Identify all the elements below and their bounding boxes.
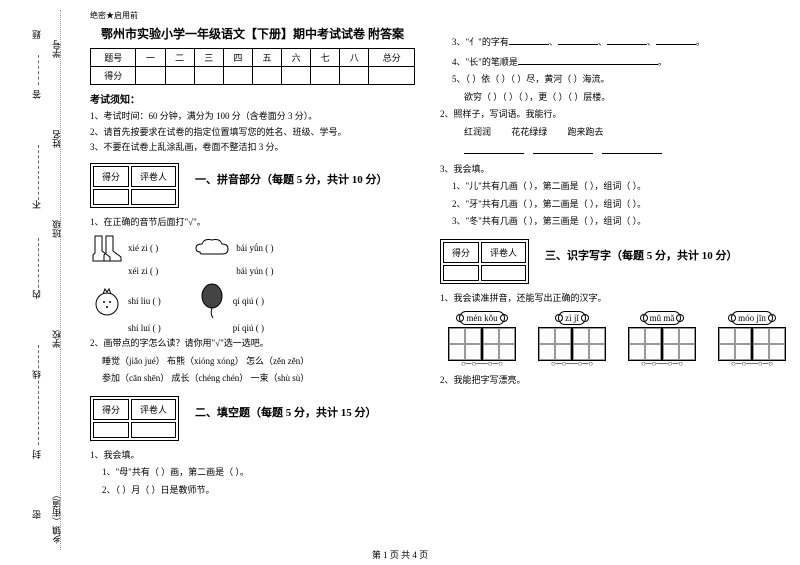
th: 五 (252, 49, 281, 67)
side-dash (38, 238, 39, 298)
blank-row (464, 143, 780, 159)
th: 一 (136, 49, 165, 67)
right-column: 3、"亻"的字有、、、。 4、"长"的笔顺是。 5、（ ）依（ ）（ ）尽，黄河… (440, 10, 780, 501)
char-write-box: móo jīn ○─○──○─○ (718, 311, 786, 368)
balloon-icon (195, 282, 229, 320)
section-2-title: 二、填空题（每题 5 分，共计 15 分） (195, 404, 377, 420)
score-summary-table: 题号 一 二 三 四 五 六 七 八 总分 得分 (90, 48, 415, 85)
side-label-town: 乡镇（街道） (50, 490, 63, 544)
th: 七 (311, 49, 340, 67)
seal-char: 密 (30, 510, 43, 519)
th: 总分 (369, 49, 415, 67)
seal-char: 线 (30, 370, 43, 379)
q-text: 1、我会读准拼音，还能写出正确的汉字。 (440, 292, 780, 306)
side-label-name: 姓名 (50, 130, 63, 148)
th: 四 (223, 49, 252, 67)
section-3-title: 三、识字写字（每题 5 分，共计 10 分） (545, 247, 738, 263)
q2-options: 参加（cān shēn） 成长（chéng chén） 一束（shù sù） (102, 372, 415, 386)
side-dash (38, 55, 39, 85)
char-write-box: mǔ mǎ ○─○──○─○ (628, 311, 696, 368)
notice-title: 考试须知： (90, 91, 415, 106)
fold-line (60, 10, 61, 550)
exam-title: 鄂州市实验小学一年级语文【下册】期中考试试卷 附答案 (90, 25, 415, 42)
notice-item: 1、考试时间：60 分钟，满分为 100 分（含卷面分 3 分）。 (90, 110, 415, 123)
fill-item: 3、"亻"的字有、、、。 (452, 34, 780, 50)
char-write-box: zì jǐ ○─○──○─○ (538, 311, 606, 368)
pinyin-option: bái yún ( ) (236, 266, 273, 276)
section-score-box: 得分评卷人 (440, 239, 529, 284)
q-text: 2、照样子，写词语。我能行。 (440, 108, 780, 122)
secret-label: 绝密★启用前 (90, 10, 415, 21)
example-words: 红润润 花花绿绿 跑来跑去 (464, 126, 780, 140)
fill-item: 2、（ ）月（ ）日是教师节。 (102, 484, 415, 498)
th: 八 (340, 49, 369, 67)
notice-item: 2、请首先按要求在试卷的指定位置填写您的姓名、班级、学号。 (90, 126, 415, 139)
side-dash (38, 145, 39, 205)
pinyin-option: bái yǘn ( ) (236, 243, 273, 253)
left-column: 绝密★启用前 鄂州市实验小学一年级语文【下册】期中考试试卷 附答案 题号 一 二… (90, 10, 415, 501)
fill-item: 3、"冬"共有几画（ ），第三画是（ ），组词（ ）。 (452, 215, 780, 229)
boots-icon (90, 233, 124, 263)
section-1-title: 一、拼音部分（每题 5 分，共计 10 分） (195, 171, 388, 187)
pinyin-option: xié zi ( ) (128, 243, 158, 253)
side-label-id: 学号 (50, 40, 63, 58)
fill-item: 5、（ ）依（ ）（ ）尽，黄河（ ）海流。 (452, 73, 780, 87)
fill-item: 欲穷（ ）（ ）（ ），更（ ）（ ）层楼。 (464, 91, 780, 105)
section-score-box: 得分评卷人 (90, 163, 179, 208)
seal-char: 题 (30, 30, 43, 39)
notice-item: 3、不要在试卷上乱涂乱画，卷面不整洁扣 3 分。 (90, 141, 415, 154)
page-content: 绝密★启用前 鄂州市实验小学一年级语文【下册】期中考试试卷 附答案 题号 一 二… (70, 0, 800, 511)
fill-item: 4、"长"的笔顺是。 (452, 54, 780, 70)
seal-char: 不 (30, 200, 43, 209)
page-footer: 第 1 页 共 4 页 (0, 548, 800, 561)
pinyin-writing-row: mén kǒu ○─○──○─○ zì jǐ ○─○──○─○ mǔ mǎ ○─… (440, 311, 780, 368)
th: 题号 (91, 49, 136, 67)
cloud-icon (192, 236, 232, 260)
pinyin-option: qí qiú ( ) (233, 296, 264, 306)
seal-char: 答 (30, 90, 43, 99)
q2-text: 2、画带点的字怎么读？请你用"√"选一选吧。 (90, 337, 415, 351)
pinyin-option: pí qiú ( ) (233, 323, 264, 333)
fill-item: 1、"儿"共有几画（ ），第二画是（ ），组词（ ）。 (452, 180, 780, 194)
q-text: 3、我会填。 (440, 163, 780, 177)
binding-margin: 学号 姓名 班级 学校 乡镇（街道） 题 答 不 内 线 封 密 (0, 0, 60, 565)
side-label-school: 学校 (50, 330, 63, 348)
th: 二 (165, 49, 194, 67)
side-label-class: 班级 (50, 220, 63, 238)
pinyin-option: shí luí ( ) (128, 323, 161, 333)
pomegranate-icon (90, 284, 124, 318)
section-score-box: 得分评卷人 (90, 396, 179, 441)
q-text: 1、我会填。 (90, 449, 415, 463)
th: 六 (282, 49, 311, 67)
fill-item: 2、"牙"共有几画（ ），第二画是（ ），组词（ ）。 (452, 198, 780, 212)
fill-item: 1、"母"共有（ ）画，第二画是（ ）。 (102, 466, 415, 480)
q2-options: 睡觉（jiǎo jué） 布熊（xióng xóng） 怎么（zěn zěn） (102, 355, 415, 369)
seal-char: 内 (30, 290, 43, 299)
char-write-box: mén kǒu ○─○──○─○ (448, 311, 516, 368)
side-dash (38, 345, 39, 445)
row-label: 得分 (91, 67, 136, 85)
q1-text: 1、在正确的音节后面打"√"。 (90, 216, 415, 230)
th: 三 (194, 49, 223, 67)
q-text: 2、我能把字写漂亮。 (440, 374, 780, 388)
pinyin-option: shí liu ( ) (128, 296, 161, 306)
pinyin-option: xéi zi ( ) (128, 266, 158, 276)
seal-char: 封 (30, 450, 43, 459)
